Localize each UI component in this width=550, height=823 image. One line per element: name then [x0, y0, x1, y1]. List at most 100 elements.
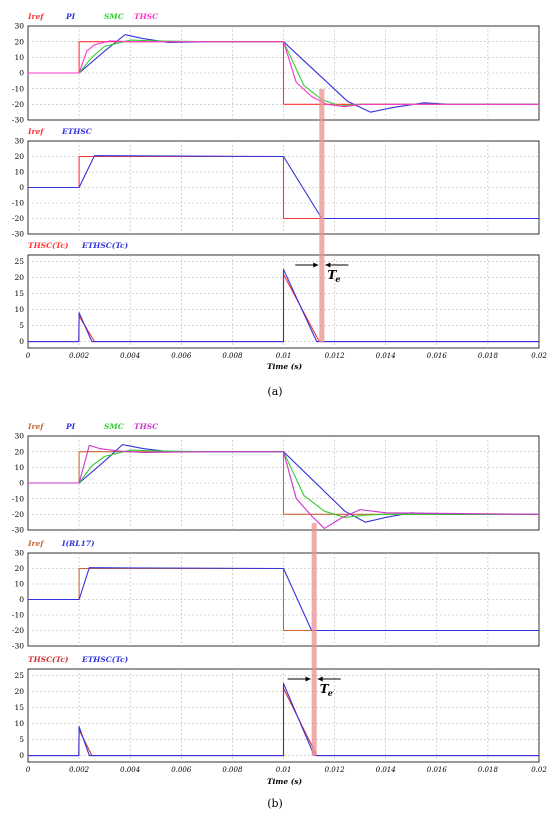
- panel-b1: 30 20 10 0 -10 -20 -30 Iref PI SMC THSC: [12, 422, 540, 535]
- ytick-label: -30: [12, 230, 24, 239]
- series-line-thsc: [28, 40, 539, 108]
- panel-a2: 30 20 10 0 -10 -20 -30 Iref ETHSC: [12, 127, 540, 239]
- ytick-label: 30: [14, 22, 24, 31]
- ytick-label: -20: [12, 100, 24, 109]
- series-line-ethsc-tc-: [28, 268, 539, 343]
- ytick-label: 5: [19, 735, 24, 744]
- xtick-label: 0.002: [69, 766, 90, 774]
- ytick-label: -10: [12, 84, 24, 93]
- legend-item: ETHSC(Tc): [81, 655, 129, 664]
- panel-a1: 30 20 10 0 -10 -20 -30 Iref PI SMC THSC: [12, 12, 540, 125]
- ytick-label: 10: [14, 719, 24, 728]
- legend-item: THSC: [134, 12, 158, 21]
- ytick-label: -20: [12, 626, 24, 635]
- xtick-label: 0.01: [276, 766, 292, 774]
- ytick-label: 10: [14, 463, 24, 472]
- ytick-label: 10: [14, 168, 24, 177]
- legend-item: ETHSC: [61, 127, 92, 136]
- settling-time-highlight: [319, 89, 325, 342]
- ytick-label: 0: [19, 69, 24, 78]
- series-line-ethsc-tc-: [28, 682, 539, 757]
- legend-item: Iref: [27, 12, 45, 21]
- ytick-label: -10: [12, 199, 24, 208]
- ytick-label: 30: [14, 137, 24, 146]
- ytick-label: 0: [19, 183, 24, 192]
- te-label-subscript: e: [335, 274, 340, 284]
- ytick-label: -10: [12, 494, 24, 503]
- xtick-label: 0.006: [171, 352, 192, 360]
- te-label: T: [327, 268, 337, 282]
- xtick-label: 0.008: [222, 766, 243, 774]
- ytick-label: 20: [14, 564, 24, 573]
- legend-item: I(RL17): [61, 539, 95, 548]
- ytick-label: 20: [14, 152, 24, 161]
- te-arrowhead-left: [313, 262, 319, 268]
- xtick-label: 0: [26, 352, 31, 360]
- legend-item: Iref: [27, 127, 45, 136]
- legend-item: THSC: [134, 422, 158, 431]
- legend-item: PI: [65, 12, 76, 21]
- xtick-label: 0.012: [325, 766, 346, 774]
- xtick-label: 0.018: [478, 766, 499, 774]
- series-line-ethsc: [28, 155, 539, 220]
- subfigure-caption-b: (b): [267, 797, 283, 810]
- series-line-i-rl17-: [28, 567, 539, 632]
- legend-item: ETHSC(Tc): [81, 241, 129, 250]
- series-line-thsc: [28, 444, 540, 529]
- ytick-label: 20: [14, 37, 24, 46]
- ytick-label: 10: [14, 580, 24, 589]
- panel-b3: 25 20 15 10 5 0 THSC(Tc) ETHSC(Tc): [14, 655, 540, 763]
- xtick-label: 0.004: [120, 766, 140, 774]
- ytick-label: 25: [14, 257, 24, 266]
- subfigure-caption-a: (a): [267, 385, 282, 398]
- legend-item: Iref: [27, 539, 45, 548]
- xtick-label: 0.016: [427, 766, 448, 774]
- x-axis-title: Time (s): [267, 777, 303, 786]
- xtick-label: 0.008: [222, 352, 243, 360]
- xtick-label: 0: [26, 766, 31, 774]
- te-label-subscript: e: [328, 688, 333, 698]
- legend-item: Iref: [27, 422, 45, 431]
- ytick-label: 15: [14, 289, 24, 298]
- x-axis-b3: 0 0.002 0.004 0.006 0.008 0.01 0.012 0.014 0.016…: [26, 766, 548, 786]
- legend-item: SMC: [104, 422, 124, 431]
- ytick-label: 0: [19, 595, 24, 604]
- ytick-label: 0: [19, 751, 24, 760]
- ytick-label: 5: [19, 321, 24, 330]
- te-label: T: [320, 682, 330, 696]
- te-arrowhead-right: [325, 262, 331, 268]
- ytick-label: -30: [12, 642, 24, 651]
- te-arrowhead-right: [317, 676, 323, 682]
- legend-item: THSC(Tc): [28, 241, 69, 250]
- ytick-label: -30: [12, 116, 24, 125]
- xtick-label: 0.01: [276, 352, 292, 360]
- x-axis-title: Time (s): [267, 362, 303, 371]
- xtick-label: 0.012: [325, 352, 346, 360]
- ytick-label: 20: [14, 687, 24, 696]
- ytick-label: 10: [14, 53, 24, 62]
- settling-time-highlight: [311, 523, 317, 756]
- xtick-label: 0.006: [171, 766, 192, 774]
- ytick-label: -30: [12, 526, 24, 535]
- ytick-label: 30: [14, 432, 24, 441]
- ytick-label: -20: [12, 214, 24, 223]
- ytick-label: -20: [12, 510, 24, 519]
- xtick-label: 0.004: [120, 352, 140, 360]
- ytick-label: 30: [14, 549, 24, 558]
- ytick-label: 25: [14, 671, 24, 680]
- te-arrowhead-left: [305, 676, 311, 682]
- xtick-label: 0.014: [376, 766, 396, 774]
- xtick-label: 0.02: [531, 352, 547, 360]
- ytick-label: 10: [14, 305, 24, 314]
- panel-b2: 30 20 10 0 -10 -20 -30 Iref I(RL17): [12, 539, 540, 651]
- legend-item: SMC: [104, 12, 124, 21]
- legend-item: THSC(Tc): [28, 655, 69, 664]
- xtick-label: 0.018: [478, 352, 499, 360]
- panel-a3: 25 20 15 10 5 0 THSC(Tc) ETHSC(Tc): [14, 241, 540, 349]
- xtick-label: 0.002: [69, 352, 90, 360]
- legend-item: PI: [65, 422, 76, 431]
- ytick-label: 0: [19, 337, 24, 346]
